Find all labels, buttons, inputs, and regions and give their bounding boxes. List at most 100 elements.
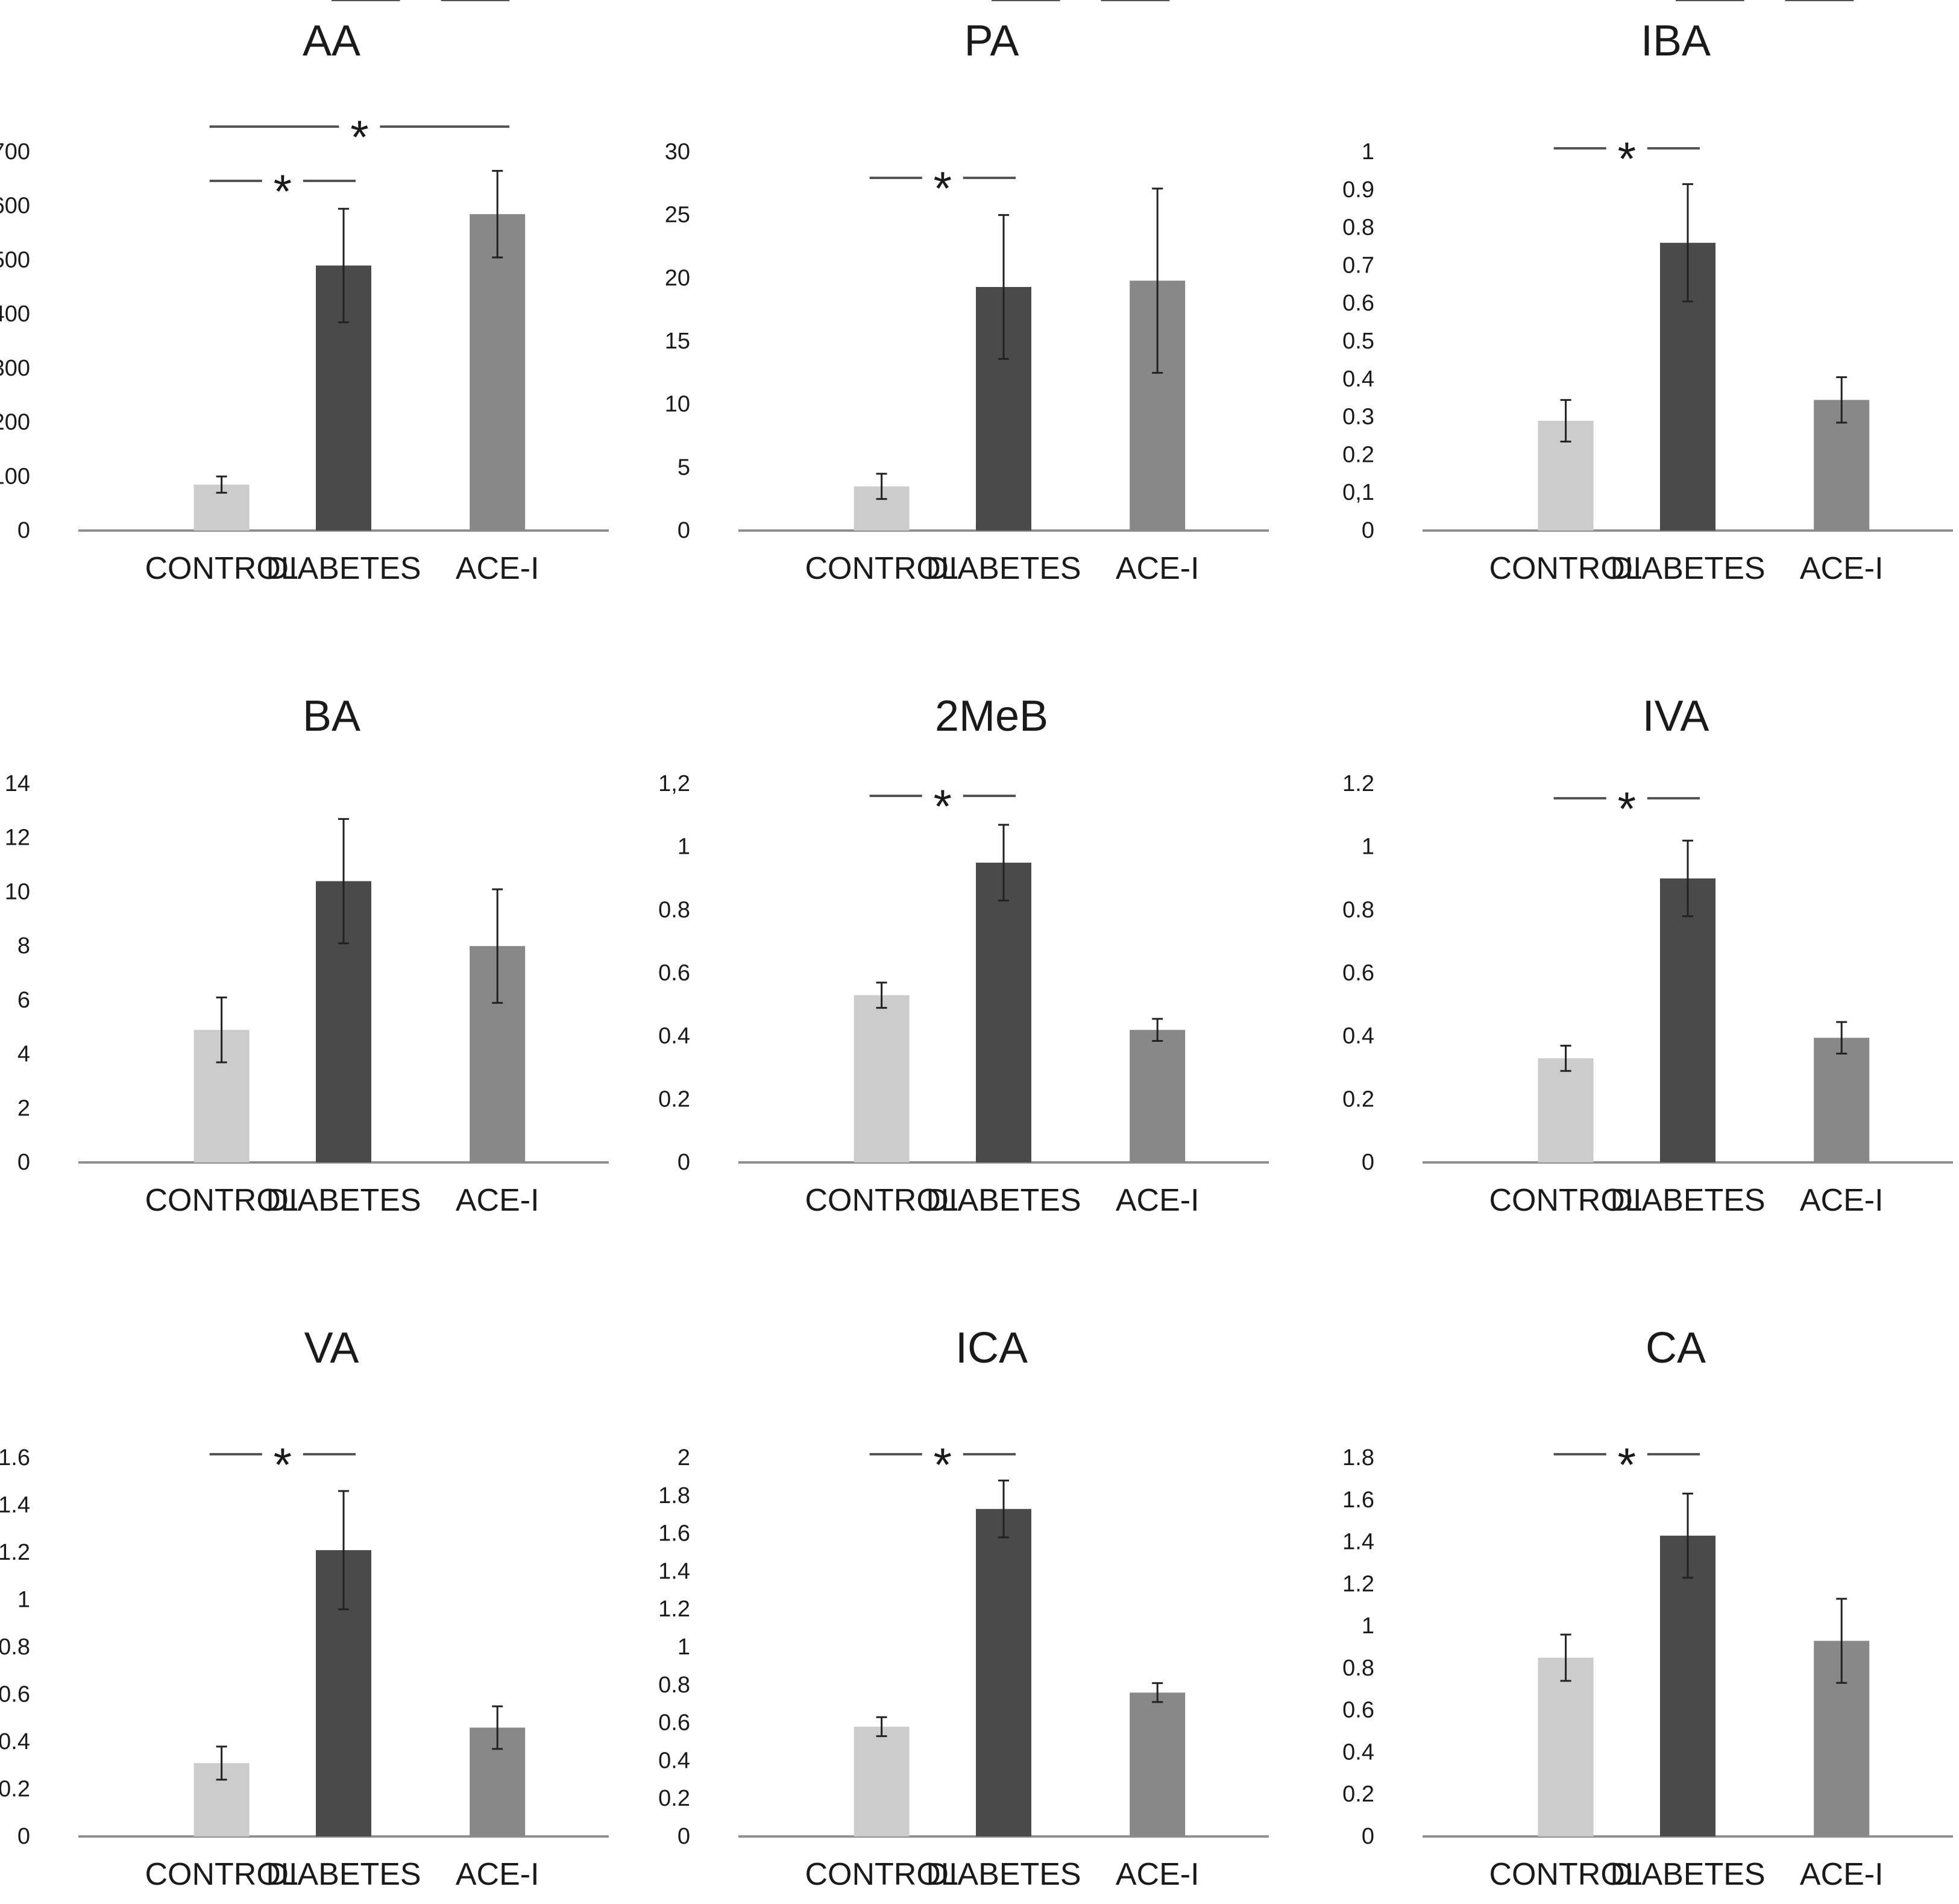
y-tick-label: 1.8 bbox=[1342, 1445, 1374, 1471]
significance-star: * bbox=[934, 162, 952, 215]
y-tick-label: 0.4 bbox=[1342, 1739, 1374, 1765]
significance-star: * bbox=[274, 165, 292, 218]
y-tick-label: 1,2 bbox=[658, 771, 690, 796]
error-bar-control bbox=[216, 1745, 227, 1781]
significance-star: * bbox=[934, 780, 952, 833]
bar-diabetes bbox=[976, 862, 1031, 1162]
y-tick-label: 1.2 bbox=[658, 1597, 690, 1622]
significance-bracket: * bbox=[869, 162, 1016, 215]
y-tick-label: 12 bbox=[5, 825, 30, 851]
error-bar-diabetes bbox=[338, 207, 349, 324]
error-bar-diabetes bbox=[1682, 1492, 1693, 1579]
y-tick-label: 6 bbox=[17, 988, 30, 1013]
error-bar-diabetes bbox=[1682, 183, 1693, 303]
significance-bracket: * bbox=[869, 780, 1016, 833]
y-tick-label: 1.6 bbox=[1342, 1487, 1374, 1513]
x-category-label: DIABETES bbox=[1610, 1857, 1765, 1892]
y-tick-label: 14 bbox=[5, 771, 30, 796]
error-bar-ace-i bbox=[1152, 1018, 1163, 1042]
y-tick-label: 10 bbox=[5, 879, 30, 904]
chart-title: 2MeB bbox=[935, 692, 1048, 740]
error-bar-ace-i bbox=[492, 169, 503, 259]
chart-title: BA bbox=[303, 692, 360, 740]
y-tick-label: 0.6 bbox=[658, 1710, 690, 1736]
y-tick-label: 200 bbox=[0, 410, 30, 435]
y-tick-label: 1.4 bbox=[1342, 1530, 1374, 1555]
y-tick-label: 0.9 bbox=[1342, 177, 1374, 203]
y-tick-label: 1.4 bbox=[658, 1559, 690, 1584]
x-category-label: ACE-I bbox=[1800, 551, 1884, 586]
y-tick-label: 0.4 bbox=[658, 1748, 690, 1773]
y-tick-label: 0 bbox=[1362, 518, 1374, 543]
x-category-label: DIABETES bbox=[926, 1857, 1081, 1892]
y-tick-label: 0.2 bbox=[1342, 1782, 1374, 1807]
chart-title: VA bbox=[304, 1324, 359, 1372]
chart-title: PA bbox=[964, 17, 1019, 65]
y-tick-label: 1.4 bbox=[0, 1493, 30, 1518]
x-category-label: ACE-I bbox=[456, 1857, 539, 1892]
bar-ace-i bbox=[470, 214, 526, 531]
x-category-label: DIABETES bbox=[1610, 1183, 1765, 1218]
y-tick-label: 0.4 bbox=[658, 1024, 690, 1049]
y-tick-label: 500 bbox=[0, 247, 30, 273]
significance-star: * bbox=[274, 1438, 292, 1491]
bar-ace-i bbox=[1130, 1030, 1186, 1162]
y-tick-label: 0.2 bbox=[658, 1786, 690, 1811]
y-tick-label: 30 bbox=[665, 139, 690, 165]
x-category-label: ACE-I bbox=[456, 1183, 539, 1218]
bar-diabetes bbox=[1660, 878, 1715, 1162]
error-bar-control bbox=[216, 475, 227, 494]
y-tick-label: 10 bbox=[665, 392, 690, 417]
y-tick-label: 0.6 bbox=[1342, 291, 1374, 316]
y-tick-label: 400 bbox=[0, 301, 30, 327]
error-bar-ace-i bbox=[1836, 1598, 1847, 1684]
significance-bracket: * bbox=[209, 1438, 356, 1491]
y-tick-label: 0.8 bbox=[658, 897, 690, 922]
error-bar-ace-i bbox=[492, 888, 503, 1004]
significance-bracket: * bbox=[209, 110, 510, 163]
y-tick-label: 1.6 bbox=[658, 1521, 690, 1546]
bar-diabetes bbox=[976, 1508, 1031, 1836]
significance-bracket: * bbox=[1553, 782, 1700, 835]
x-category-label: ACE-I bbox=[1116, 551, 1200, 586]
bar-ace-i bbox=[1130, 1692, 1186, 1836]
x-category-label: DIABETES bbox=[1610, 551, 1765, 586]
chart-title: AA bbox=[303, 17, 360, 65]
y-tick-label: 0.8 bbox=[1342, 1656, 1374, 1681]
y-tick-label: 0.8 bbox=[658, 1672, 690, 1698]
y-tick-label: 0 bbox=[1362, 1824, 1374, 1849]
significance-bracket: * bbox=[992, 0, 1170, 10]
error-bar-control bbox=[1560, 1633, 1571, 1682]
significance-star: * bbox=[1071, 0, 1089, 10]
y-tick-label: 600 bbox=[0, 194, 30, 219]
error-bar-ace-i bbox=[1836, 1021, 1847, 1054]
y-tick-label: 0,1 bbox=[1342, 480, 1374, 505]
x-category-label: CONTROL bbox=[805, 1183, 958, 1218]
y-tick-label: 15 bbox=[665, 329, 690, 354]
significance-star: * bbox=[1618, 782, 1636, 835]
y-tick-label: 1.2 bbox=[1342, 771, 1374, 796]
error-bar-ace-i bbox=[1152, 1682, 1163, 1703]
y-tick-label: 0.2 bbox=[1342, 1086, 1374, 1112]
significance-bracket: * bbox=[1553, 132, 1700, 185]
y-tick-label: 0.8 bbox=[0, 1634, 30, 1660]
x-category-label: ACE-I bbox=[456, 551, 539, 586]
y-tick-label: 0 bbox=[678, 1150, 690, 1175]
significance-bracket: * bbox=[1676, 0, 1854, 10]
error-bar-diabetes bbox=[998, 1480, 1009, 1539]
x-category-label: ACE-I bbox=[1116, 1183, 1200, 1218]
panel-iba: IBA 0 0,1 0.2 0.3 0.4 0.5 0.6 0.7 0.8 0.9 1 CONTROLD… bbox=[1342, 0, 1953, 586]
significance-star: * bbox=[1618, 1438, 1636, 1491]
error-bar-control bbox=[876, 1716, 887, 1738]
error-bar-diabetes bbox=[1682, 839, 1693, 918]
chart-title: ICA bbox=[955, 1324, 1028, 1372]
error-bar-diabetes bbox=[338, 1490, 349, 1610]
y-tick-label: 20 bbox=[665, 265, 690, 291]
panel-va: VA00.20.40.60.811.21.41.6CONTROLDIABETES… bbox=[0, 0, 609, 1892]
chart-title: CA bbox=[1646, 1324, 1706, 1372]
x-category-label: ACE-I bbox=[1800, 1857, 1884, 1892]
y-tick-label: 0.5 bbox=[1342, 329, 1374, 354]
y-tick-label: 1 bbox=[678, 834, 690, 860]
